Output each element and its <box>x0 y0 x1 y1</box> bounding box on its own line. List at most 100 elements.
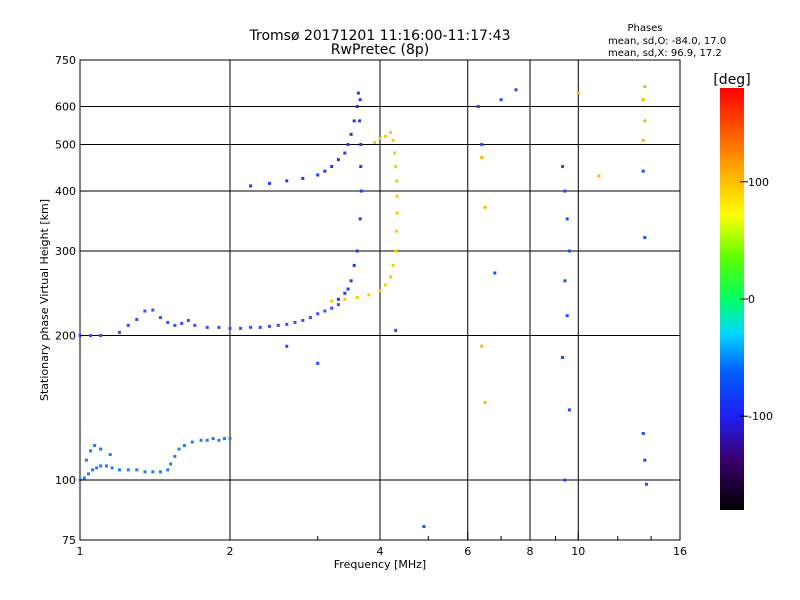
data-point <box>567 249 571 253</box>
data-point <box>308 316 312 320</box>
phase-stats-x: mean, sd,X: 96.9, 17.2 <box>608 48 722 59</box>
phase-stats-label: Phases <box>627 23 662 34</box>
data-point <box>476 105 480 109</box>
data-point <box>330 306 334 310</box>
data-point <box>641 169 645 173</box>
x-axis-ticks: 1 2 4 6 8 10 16 <box>77 532 687 558</box>
data-point <box>239 326 243 330</box>
data-point <box>395 229 399 233</box>
data-point <box>173 454 177 458</box>
data-point <box>563 189 567 193</box>
data-point <box>258 325 262 329</box>
x-tick-label: 6 <box>464 545 471 558</box>
x-tick-label: 1 <box>77 545 84 558</box>
data-point <box>346 143 350 147</box>
chart-title: Tromsø 20171201 11:16:00-11:17:43 <box>249 28 511 44</box>
data-point <box>359 143 363 147</box>
x-axis-label: Frequency [MHz] <box>334 558 426 571</box>
data-point <box>641 138 645 142</box>
data-point <box>228 437 232 441</box>
data-point <box>177 447 181 451</box>
data-point <box>84 458 88 462</box>
data-point <box>110 466 114 470</box>
data-point <box>355 296 359 300</box>
data-point <box>641 432 645 436</box>
data-point <box>316 312 320 316</box>
data-point <box>422 525 426 529</box>
data-point <box>641 98 645 102</box>
data-point <box>91 468 95 472</box>
data-point <box>173 323 177 327</box>
y-tick-label: 300 <box>55 245 76 258</box>
data-point <box>330 299 334 303</box>
data-point <box>359 164 363 168</box>
data-point <box>359 189 363 193</box>
x-tick-label: 8 <box>527 545 534 558</box>
colorbar-tick-label: 100 <box>748 176 769 189</box>
y-tick-label: 600 <box>55 101 76 114</box>
data-point <box>99 334 103 338</box>
data-point <box>393 151 397 155</box>
data-point <box>95 466 99 470</box>
x-tick-label: 16 <box>673 545 687 558</box>
data-point <box>135 317 139 321</box>
data-point <box>567 408 571 412</box>
data-point <box>483 205 487 209</box>
data-point <box>228 326 232 330</box>
data-point <box>643 85 647 89</box>
data-point <box>301 176 305 180</box>
data-point <box>336 297 340 301</box>
colorbar-tick-label: 0 <box>748 293 755 306</box>
data-point <box>343 151 347 155</box>
x-tick-label: 10 <box>571 545 585 558</box>
data-point <box>565 314 569 318</box>
y-tick-label: 75 <box>62 534 76 547</box>
data-point <box>389 130 393 134</box>
data-point <box>346 287 350 291</box>
data-point <box>151 308 155 312</box>
y-tick-label: 100 <box>55 474 76 487</box>
data-point <box>217 438 221 442</box>
data-point <box>135 468 139 472</box>
data-point <box>89 449 93 453</box>
colorbar-ticks: -100 0 100 <box>740 176 773 423</box>
data-point <box>190 440 194 444</box>
data-point <box>349 279 353 283</box>
data-point <box>276 323 280 327</box>
data-point <box>316 173 320 177</box>
data-point <box>643 458 647 462</box>
data-point <box>186 318 190 322</box>
data-point <box>643 119 647 123</box>
data-point <box>394 164 398 168</box>
data-point <box>169 462 173 466</box>
data-point <box>358 119 362 123</box>
data-point <box>391 138 395 142</box>
data-point <box>383 283 387 287</box>
data-point <box>483 401 487 405</box>
data-point <box>395 211 399 215</box>
data-point <box>352 263 356 267</box>
data-point <box>316 361 320 365</box>
data-point <box>367 293 371 297</box>
data-point <box>126 323 130 327</box>
data-point <box>86 472 90 476</box>
data-point <box>99 464 103 468</box>
data-point <box>563 478 567 482</box>
data-point <box>395 194 399 198</box>
data-point <box>395 179 399 183</box>
data-point <box>223 437 227 441</box>
data-point <box>158 470 162 474</box>
data-point <box>336 158 340 162</box>
y-tick-label: 200 <box>55 330 76 343</box>
data-point <box>597 174 601 178</box>
y-axis-label: Stationary phase Virtual Height [km] <box>38 199 51 401</box>
y-tick-label: 750 <box>55 54 76 67</box>
data-point <box>117 330 121 334</box>
data-point <box>166 468 170 472</box>
data-point <box>356 91 360 95</box>
data-point <box>180 321 184 325</box>
data-point <box>267 181 271 185</box>
data-point <box>330 164 334 168</box>
data-point <box>182 444 186 448</box>
data-point <box>267 324 271 328</box>
